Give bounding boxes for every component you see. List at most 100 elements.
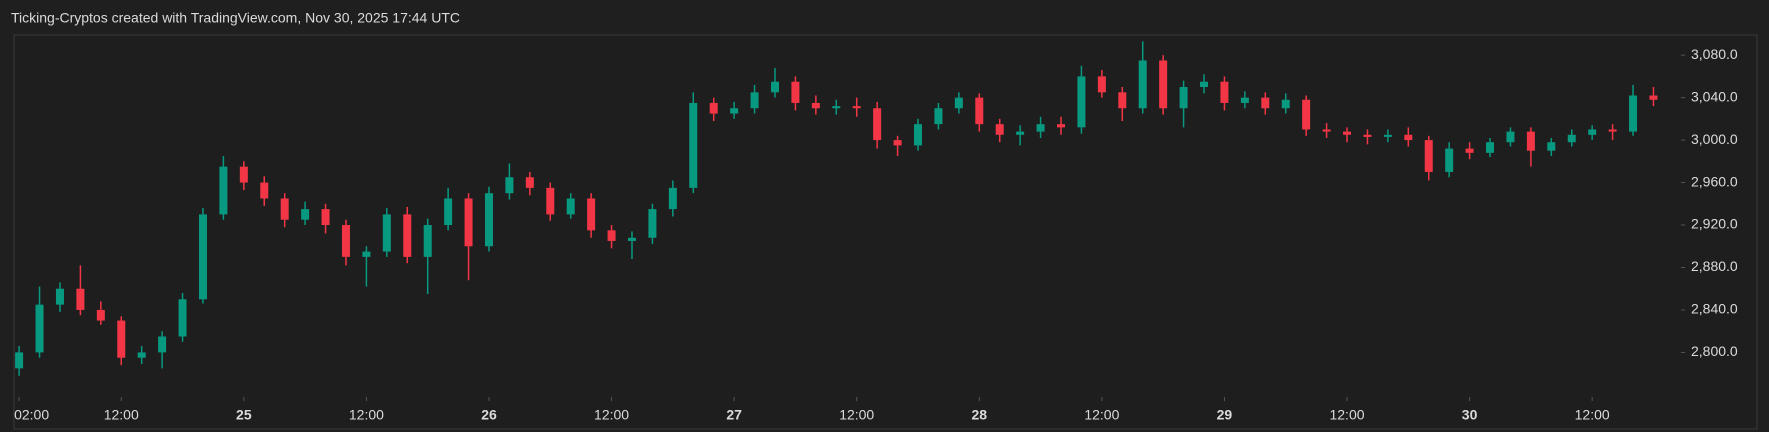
candle-body [1179, 87, 1188, 109]
candle-body [1036, 124, 1045, 132]
candle-body [1526, 131, 1535, 151]
candle-body [117, 320, 126, 358]
candle-body [1097, 76, 1106, 93]
y-tick-label: 2,920.0 [1691, 216, 1738, 232]
candle-body [1118, 92, 1127, 109]
candle-body [137, 352, 146, 358]
candle-body [301, 209, 310, 220]
y-tick-label: 3,000.0 [1691, 131, 1738, 147]
candle-body [1077, 76, 1086, 128]
candle-body [648, 209, 657, 238]
candle-body [1588, 129, 1597, 135]
candle-body [1424, 140, 1433, 172]
candle-body [1159, 60, 1168, 109]
x-tick-label: 12:00 [839, 407, 874, 423]
candle-body [1200, 81, 1209, 88]
candle-body [444, 198, 453, 226]
candle-body [362, 251, 371, 257]
y-tick-label: 3,080.0 [1691, 46, 1738, 62]
x-tick-label: 12:00 [1329, 407, 1364, 423]
candle-body [382, 214, 391, 252]
x-tick-label: 12:00 [104, 407, 139, 423]
candle-body [893, 140, 902, 146]
candle-body [934, 108, 943, 125]
candle-body [811, 102, 820, 109]
candle-body [35, 304, 44, 353]
candle-body [1608, 129, 1617, 132]
candle-body [1016, 131, 1025, 135]
candle-body [55, 288, 64, 305]
candle-body [1465, 148, 1474, 153]
candle-body [791, 81, 800, 103]
candle-body [464, 198, 473, 247]
candle-body [239, 166, 248, 183]
x-tick-label: 25 [236, 407, 252, 423]
candle-body [1506, 131, 1515, 143]
candle-body [158, 336, 167, 353]
candle-body [587, 198, 596, 231]
candle-body [341, 225, 350, 257]
candle-body [975, 97, 984, 125]
x-tick-label: 02:00 [14, 407, 49, 423]
candle-body [1057, 124, 1066, 128]
x-tick-label: 12:00 [594, 407, 629, 423]
candle-body [76, 288, 85, 310]
x-tick-label: 28 [972, 407, 988, 423]
candle-body [423, 225, 432, 257]
candle-body [321, 209, 330, 226]
candle-body [505, 177, 514, 194]
x-tick-label: 26 [481, 407, 497, 423]
candle-body [1220, 81, 1229, 103]
candle-body [1486, 142, 1495, 153]
candle-body [1445, 148, 1454, 172]
x-tick-label: 12:00 [1084, 407, 1119, 423]
y-tick-label: 2,840.0 [1691, 301, 1738, 317]
x-tick-label: 12:00 [349, 407, 384, 423]
candle-body [1404, 134, 1413, 141]
candle-body [484, 193, 493, 247]
candle-body [1649, 95, 1658, 100]
x-tick-label: 12:00 [1575, 407, 1610, 423]
candle-body [750, 92, 759, 109]
candle-body [198, 214, 207, 300]
candle-body [1322, 129, 1331, 132]
x-tick-label: 30 [1462, 407, 1478, 423]
y-tick-label: 2,800.0 [1691, 343, 1738, 359]
candle-body [178, 299, 187, 337]
candle-body [832, 106, 841, 109]
x-tick-label: 27 [726, 407, 742, 423]
candle-body [852, 106, 861, 109]
candle-body [1383, 134, 1392, 137]
candle-body [96, 309, 105, 321]
candle-body [403, 214, 412, 257]
candle-body [689, 102, 698, 188]
chart-frame [13, 34, 1758, 430]
candle-body [1629, 95, 1638, 132]
candle-body [546, 187, 555, 215]
candle-body [607, 230, 616, 241]
candle-body [627, 237, 636, 241]
candle-body [1240, 97, 1249, 103]
candle-body [1567, 134, 1576, 143]
candle-body [954, 97, 963, 109]
candle-body [709, 102, 718, 114]
candle-body [219, 166, 228, 215]
candle-body [1547, 142, 1556, 151]
candle-body [770, 81, 779, 93]
candle-body [566, 198, 575, 215]
candle-body [15, 352, 24, 369]
candle-body [525, 177, 534, 188]
y-tick-label: 3,040.0 [1691, 88, 1738, 104]
candle-body [1363, 134, 1372, 137]
y-tick-label: 2,880.0 [1691, 258, 1738, 274]
candle-body [1343, 131, 1352, 135]
candle-body [995, 124, 1004, 135]
candle-body [668, 187, 677, 210]
candle-body [873, 108, 882, 141]
chart-title: Ticking-Cryptos created with TradingView… [11, 10, 460, 26]
x-tick-label: 29 [1217, 407, 1233, 423]
candle-body [1138, 60, 1147, 109]
candle-body [730, 108, 739, 114]
candle-body [1261, 97, 1270, 109]
